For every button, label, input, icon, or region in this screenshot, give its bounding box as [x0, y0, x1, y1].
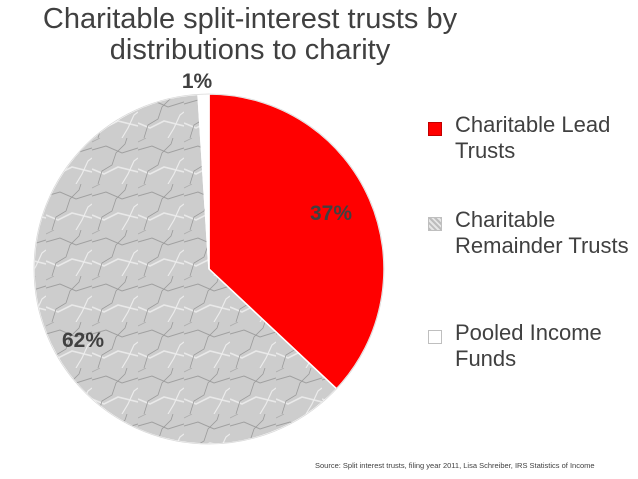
legend-label-lead-trusts: Charitable Lead Trusts [455, 112, 611, 163]
pie-outline [33, 93, 385, 445]
data-label-pooled-income-funds: 1% [182, 70, 213, 93]
legend-label-remainder-trusts: Charitable Remainder Trusts [455, 207, 629, 258]
legend-item-remainder-trusts: Charitable Remainder Trusts [428, 207, 633, 320]
chart-title: Charitable split-interest trusts by dist… [42, 3, 458, 66]
legend-swatch-lead-trusts [428, 122, 442, 136]
legend-swatch-pooled-income-funds [428, 330, 442, 344]
legend: Charitable Lead Trusts Charitable Remain… [428, 112, 633, 380]
source-note: Source: Split interest trusts, filing ye… [315, 461, 595, 470]
legend-item-lead-trusts: Charitable Lead Trusts [428, 112, 633, 207]
legend-label-pooled-income-funds: Pooled Income Funds [455, 320, 602, 371]
legend-item-pooled-income-funds: Pooled Income Funds [428, 320, 633, 380]
data-label-lead-trusts: 37% [310, 202, 352, 225]
legend-swatch-remainder-trusts [428, 217, 442, 231]
data-label-remainder-trusts: 62% [62, 329, 104, 352]
